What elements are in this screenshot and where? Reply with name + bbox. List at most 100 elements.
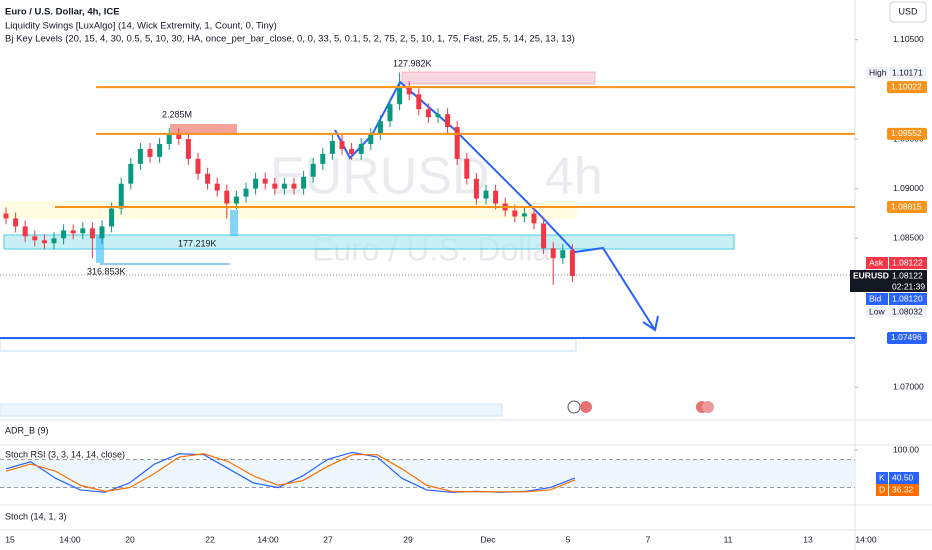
bid-value: 1.08120 (892, 293, 923, 303)
ask-tag: Ask (869, 257, 884, 267)
candle-body (569, 250, 575, 277)
series-value: 36.32 (892, 484, 914, 494)
low-value-bg (889, 306, 927, 318)
zone (0, 403, 503, 417)
candle-body (13, 218, 19, 227)
candle-body (89, 228, 95, 239)
indicator: Liquidity Swings [LuxAlgo] (14, Wick Ext… (5, 21, 277, 32)
x-tick-label: 14:00 (59, 534, 81, 544)
series-tag-bg (876, 484, 888, 496)
candle-body (128, 163, 134, 184)
pane-title: Stoch RSI (3, 3, 14, 14, close) (5, 449, 125, 459)
high-value: 1.10171 (892, 67, 923, 77)
indicator: Bj Key Levels (20, 15, 4, 30, 0.5, 5, 10… (5, 34, 575, 45)
candle-body (291, 183, 297, 189)
zone (170, 124, 237, 133)
x-tick-label: 14:00 (855, 534, 877, 544)
pane-title: Stoch (14, 1, 3) (5, 511, 67, 521)
candle-body (70, 230, 76, 234)
annotation: 127.982K (393, 58, 432, 68)
candle-body (195, 158, 201, 174)
x-tick-label: 15 (5, 534, 15, 544)
watermark-interval: 4h (545, 148, 603, 206)
y-tick-label: 1.08500 (893, 233, 924, 243)
candle-body (320, 153, 326, 164)
x-tick-label: Dec (480, 534, 496, 544)
event-icon[interactable] (567, 400, 581, 414)
candle-body (521, 213, 527, 217)
last-bg (850, 270, 927, 292)
candle-body (397, 87, 403, 105)
candle-body (109, 208, 115, 227)
currency[interactable]: USD (898, 6, 918, 16)
candle-body (157, 143, 163, 157)
event-icon[interactable] (580, 401, 592, 413)
candle-body (205, 173, 211, 184)
candle-body (137, 148, 143, 164)
candle-body (329, 140, 335, 154)
candle-body (3, 213, 9, 219)
symbol: EURUSD (853, 270, 889, 280)
candle-body (214, 183, 220, 191)
ask-value: 1.08122 (892, 257, 923, 267)
candle-body (358, 143, 364, 154)
level-label: 1.10022 (891, 81, 922, 91)
annotation: 177.219K (178, 238, 217, 248)
candle-body (473, 178, 479, 199)
zone (230, 210, 238, 236)
zone (0, 338, 577, 352)
series-value: 40.50 (892, 472, 914, 482)
series-value-bg (889, 484, 919, 496)
zone (2, 201, 577, 219)
candle-body (51, 238, 57, 244)
x-tick-label: 20 (125, 534, 135, 544)
level-label-bg (887, 201, 927, 214)
x-tick-label: 11 (724, 534, 733, 544)
ask-tag-bg (866, 257, 888, 269)
zone (96, 235, 104, 263)
series-tag-bg (876, 472, 888, 484)
candle-body (435, 114, 441, 118)
event-icon[interactable] (702, 401, 714, 413)
level-label: 1.09552 (891, 128, 922, 138)
candle-body (512, 210, 518, 217)
bid-value-bg (889, 293, 927, 305)
candle-body (176, 134, 182, 140)
countdown: 02:21:39 (892, 281, 925, 291)
annotation: 316.853K (87, 266, 126, 276)
low-tag: Low (869, 306, 885, 316)
candle-body (99, 226, 105, 239)
candle-body (531, 213, 537, 224)
high-tag-bg (866, 67, 888, 79)
bid-tag-bg (866, 293, 888, 305)
x-tick-label: 29 (403, 534, 413, 544)
zone (401, 71, 596, 85)
level-label-bg (887, 127, 927, 140)
x-tick-label: 22 (205, 534, 215, 544)
candle-body (550, 248, 556, 259)
candle-body (339, 140, 345, 149)
candle-body (80, 228, 86, 234)
high-value-bg (889, 67, 927, 79)
x-tick-label: 14:00 (257, 534, 279, 544)
candle-body (253, 178, 259, 189)
candle-body (464, 158, 470, 179)
x-tick-label: 7 (646, 534, 651, 544)
candle-body (166, 134, 172, 144)
ask-value-bg (889, 257, 927, 269)
level-label-bg (887, 331, 927, 344)
level-label: 1.07496 (891, 332, 922, 342)
series-name: D (879, 484, 885, 494)
series-name: K (879, 472, 885, 482)
candle-body (368, 134, 374, 144)
arrow-head (642, 315, 659, 332)
currency-button[interactable] (889, 1, 927, 23)
candle-body (541, 223, 547, 249)
last-value: 1.08122 (892, 270, 923, 280)
candle-body (272, 183, 278, 189)
candle-body (301, 176, 307, 189)
title: Euro / U.S. Dollar, 4h, ICE (5, 7, 120, 18)
candle-body (61, 230, 67, 239)
x-tick-label: 27 (323, 534, 333, 544)
